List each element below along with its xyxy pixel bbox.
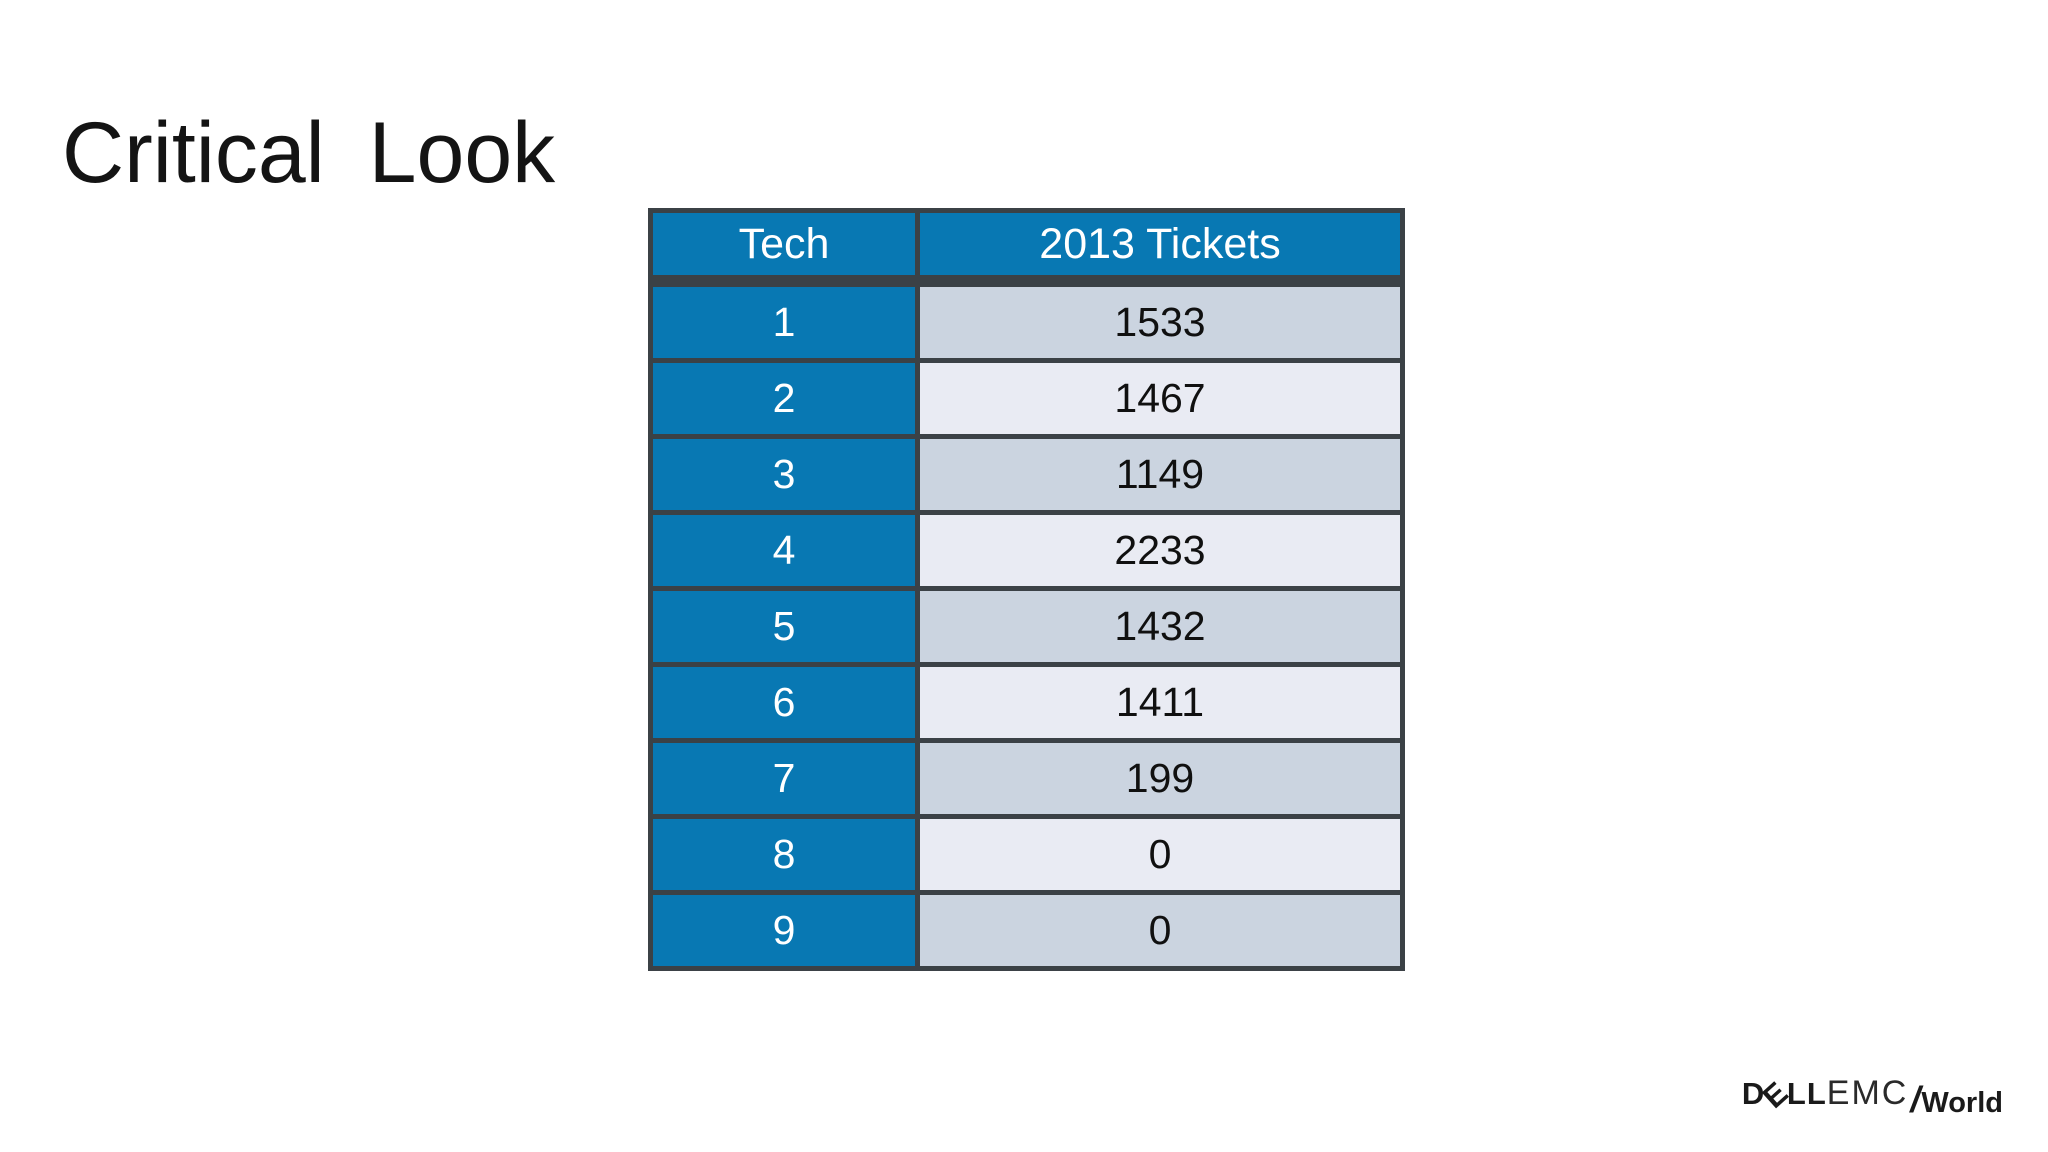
tickets-cell: 1432 [915,586,1405,667]
table-row: 2 1467 [648,358,1405,439]
tech-cell: 3 [648,434,920,515]
tickets-cell: 0 [915,890,1405,971]
tech-cell: 7 [648,738,920,819]
tech-cell: 9 [648,890,920,971]
world-wordmark: World [1921,1087,2003,1119]
table-row: 8 0 [648,814,1405,895]
table-header-row: Tech 2013 Tickets [648,208,1405,287]
tickets-cell: 1149 [915,434,1405,515]
tickets-cell: 0 [915,814,1405,895]
table-row: 5 1432 [648,586,1405,667]
table-row: 4 2233 [648,510,1405,591]
tickets-cell: 1467 [915,358,1405,439]
tickets-cell: 2233 [915,510,1405,591]
tech-cell: 8 [648,814,920,895]
dell-emc-world-logo: DELL EMC / World [1741,1074,2003,1120]
table-row: 1 1533 [648,278,1405,363]
tickets-cell: 1533 [915,278,1405,363]
tech-cell: 4 [648,510,920,591]
tickets-table: Tech 2013 Tickets 1 1533 2 1467 3 1149 4… [648,208,1405,971]
tech-cell: 2 [648,358,920,439]
page-title: Critical Look [62,104,556,201]
tech-cell: 6 [648,662,920,743]
emc-wordmark: EMC [1826,1074,1909,1112]
table-row: 7 199 [648,738,1405,819]
column-header-2013-tickets: 2013 Tickets [915,208,1405,287]
table-row: 9 0 [648,890,1405,971]
logo-slash: / [1910,1079,1921,1120]
table-row: 6 1411 [648,662,1405,743]
column-header-tech: Tech [648,208,920,287]
dell-wordmark: DELL [1741,1074,1827,1115]
table-row: 3 1149 [648,434,1405,515]
tickets-cell: 199 [915,738,1405,819]
tickets-cell: 1411 [915,662,1405,743]
tech-cell: 5 [648,586,920,667]
tech-cell: 1 [648,278,920,363]
